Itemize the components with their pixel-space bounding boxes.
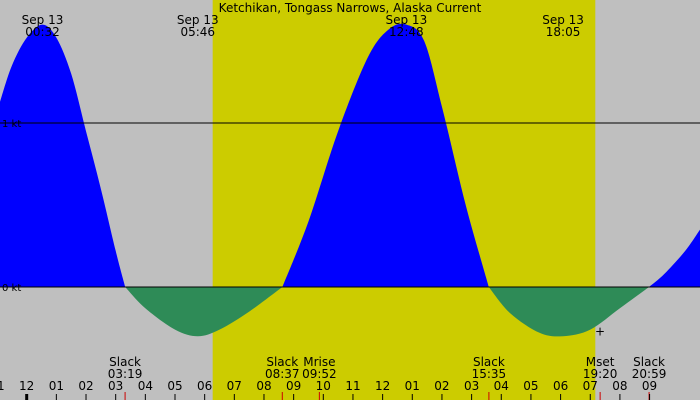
hour-label-10: 08 — [256, 379, 271, 393]
event-time-6: 20:59 — [632, 367, 667, 381]
moonset-marker: + — [595, 324, 605, 338]
ebb-current-area-2 — [125, 287, 283, 337]
event-time-5: 19:20 — [583, 367, 618, 381]
reference-lines: 1 kt 0 kt + — [0, 119, 700, 338]
event-name-5: Mset — [586, 355, 615, 369]
hour-label-13: 11 — [345, 379, 360, 393]
peak-date-label-3: Sep 13 — [386, 13, 428, 27]
peak-time-label-2: 05:46 — [180, 25, 215, 39]
event-labels: Slack03:19Slack08:37Mrise09:52Slack15:35… — [108, 355, 667, 400]
hour-label-4: 02 — [78, 379, 93, 393]
event-time-3: 09:52 — [302, 367, 337, 381]
hour-label-3: 01 — [49, 379, 64, 393]
peak-date-label-4: Sep 13 — [542, 13, 584, 27]
reference-label-0kt: 0 kt — [2, 283, 21, 294]
hour-label-16: 02 — [434, 379, 449, 393]
chart-title: Ketchikan, Tongass Narrows, Alaska Curre… — [219, 1, 482, 15]
hour-label-2: 12 — [19, 379, 34, 393]
hour-label-9: 07 — [227, 379, 242, 393]
hour-label-19: 05 — [523, 379, 538, 393]
hour-label-22: 08 — [612, 379, 627, 393]
flood-current-area-3 — [282, 23, 489, 287]
hour-label-20: 06 — [553, 379, 568, 393]
event-time-1: 03:19 — [108, 367, 143, 381]
peak-date-label-1: Sep 13 — [22, 13, 64, 27]
event-name-1: Slack — [109, 355, 141, 369]
reference-label-1kt: 1 kt — [2, 119, 21, 130]
hour-label-18: 04 — [494, 379, 509, 393]
hour-label-5: 03 — [108, 379, 123, 393]
peak-time-label-3: 12:48 — [389, 25, 424, 39]
hour-label-11: 09 — [286, 379, 301, 393]
peak-time-label-1: 00:32 — [25, 25, 60, 39]
event-name-4: Slack — [473, 355, 505, 369]
event-name-6: Slack — [633, 355, 665, 369]
hour-label-8: 06 — [197, 379, 212, 393]
flood-current-area-1 — [0, 24, 126, 287]
peak-time-label-4: 18:05 — [546, 25, 581, 39]
hour-label-17: 03 — [464, 379, 479, 393]
hour-label-15: 01 — [405, 379, 420, 393]
event-time-4: 15:35 — [472, 367, 507, 381]
hour-label-1: 11 — [0, 379, 5, 393]
event-name-3: Mrise — [303, 355, 335, 369]
current-series — [0, 23, 700, 337]
hour-label-21: 07 — [583, 379, 598, 393]
hour-label-23: 09 — [642, 379, 657, 393]
event-name-2: Slack — [266, 355, 298, 369]
flood-current-area-5 — [649, 229, 700, 287]
x-axis: 11 12 01 02 03 04 05 06 07 08 09 10 11 12 01 02 03 04 05 06… — [0, 379, 657, 400]
hour-label-14: 12 — [375, 379, 390, 393]
hour-label-12: 10 — [316, 379, 331, 393]
ebb-current-area-4 — [488, 287, 649, 337]
peak-date-label-2: Sep 13 — [177, 13, 219, 27]
event-time-2: 08:37 — [265, 367, 300, 381]
hour-label-7: 05 — [167, 379, 182, 393]
hour-label-6: 04 — [138, 379, 153, 393]
